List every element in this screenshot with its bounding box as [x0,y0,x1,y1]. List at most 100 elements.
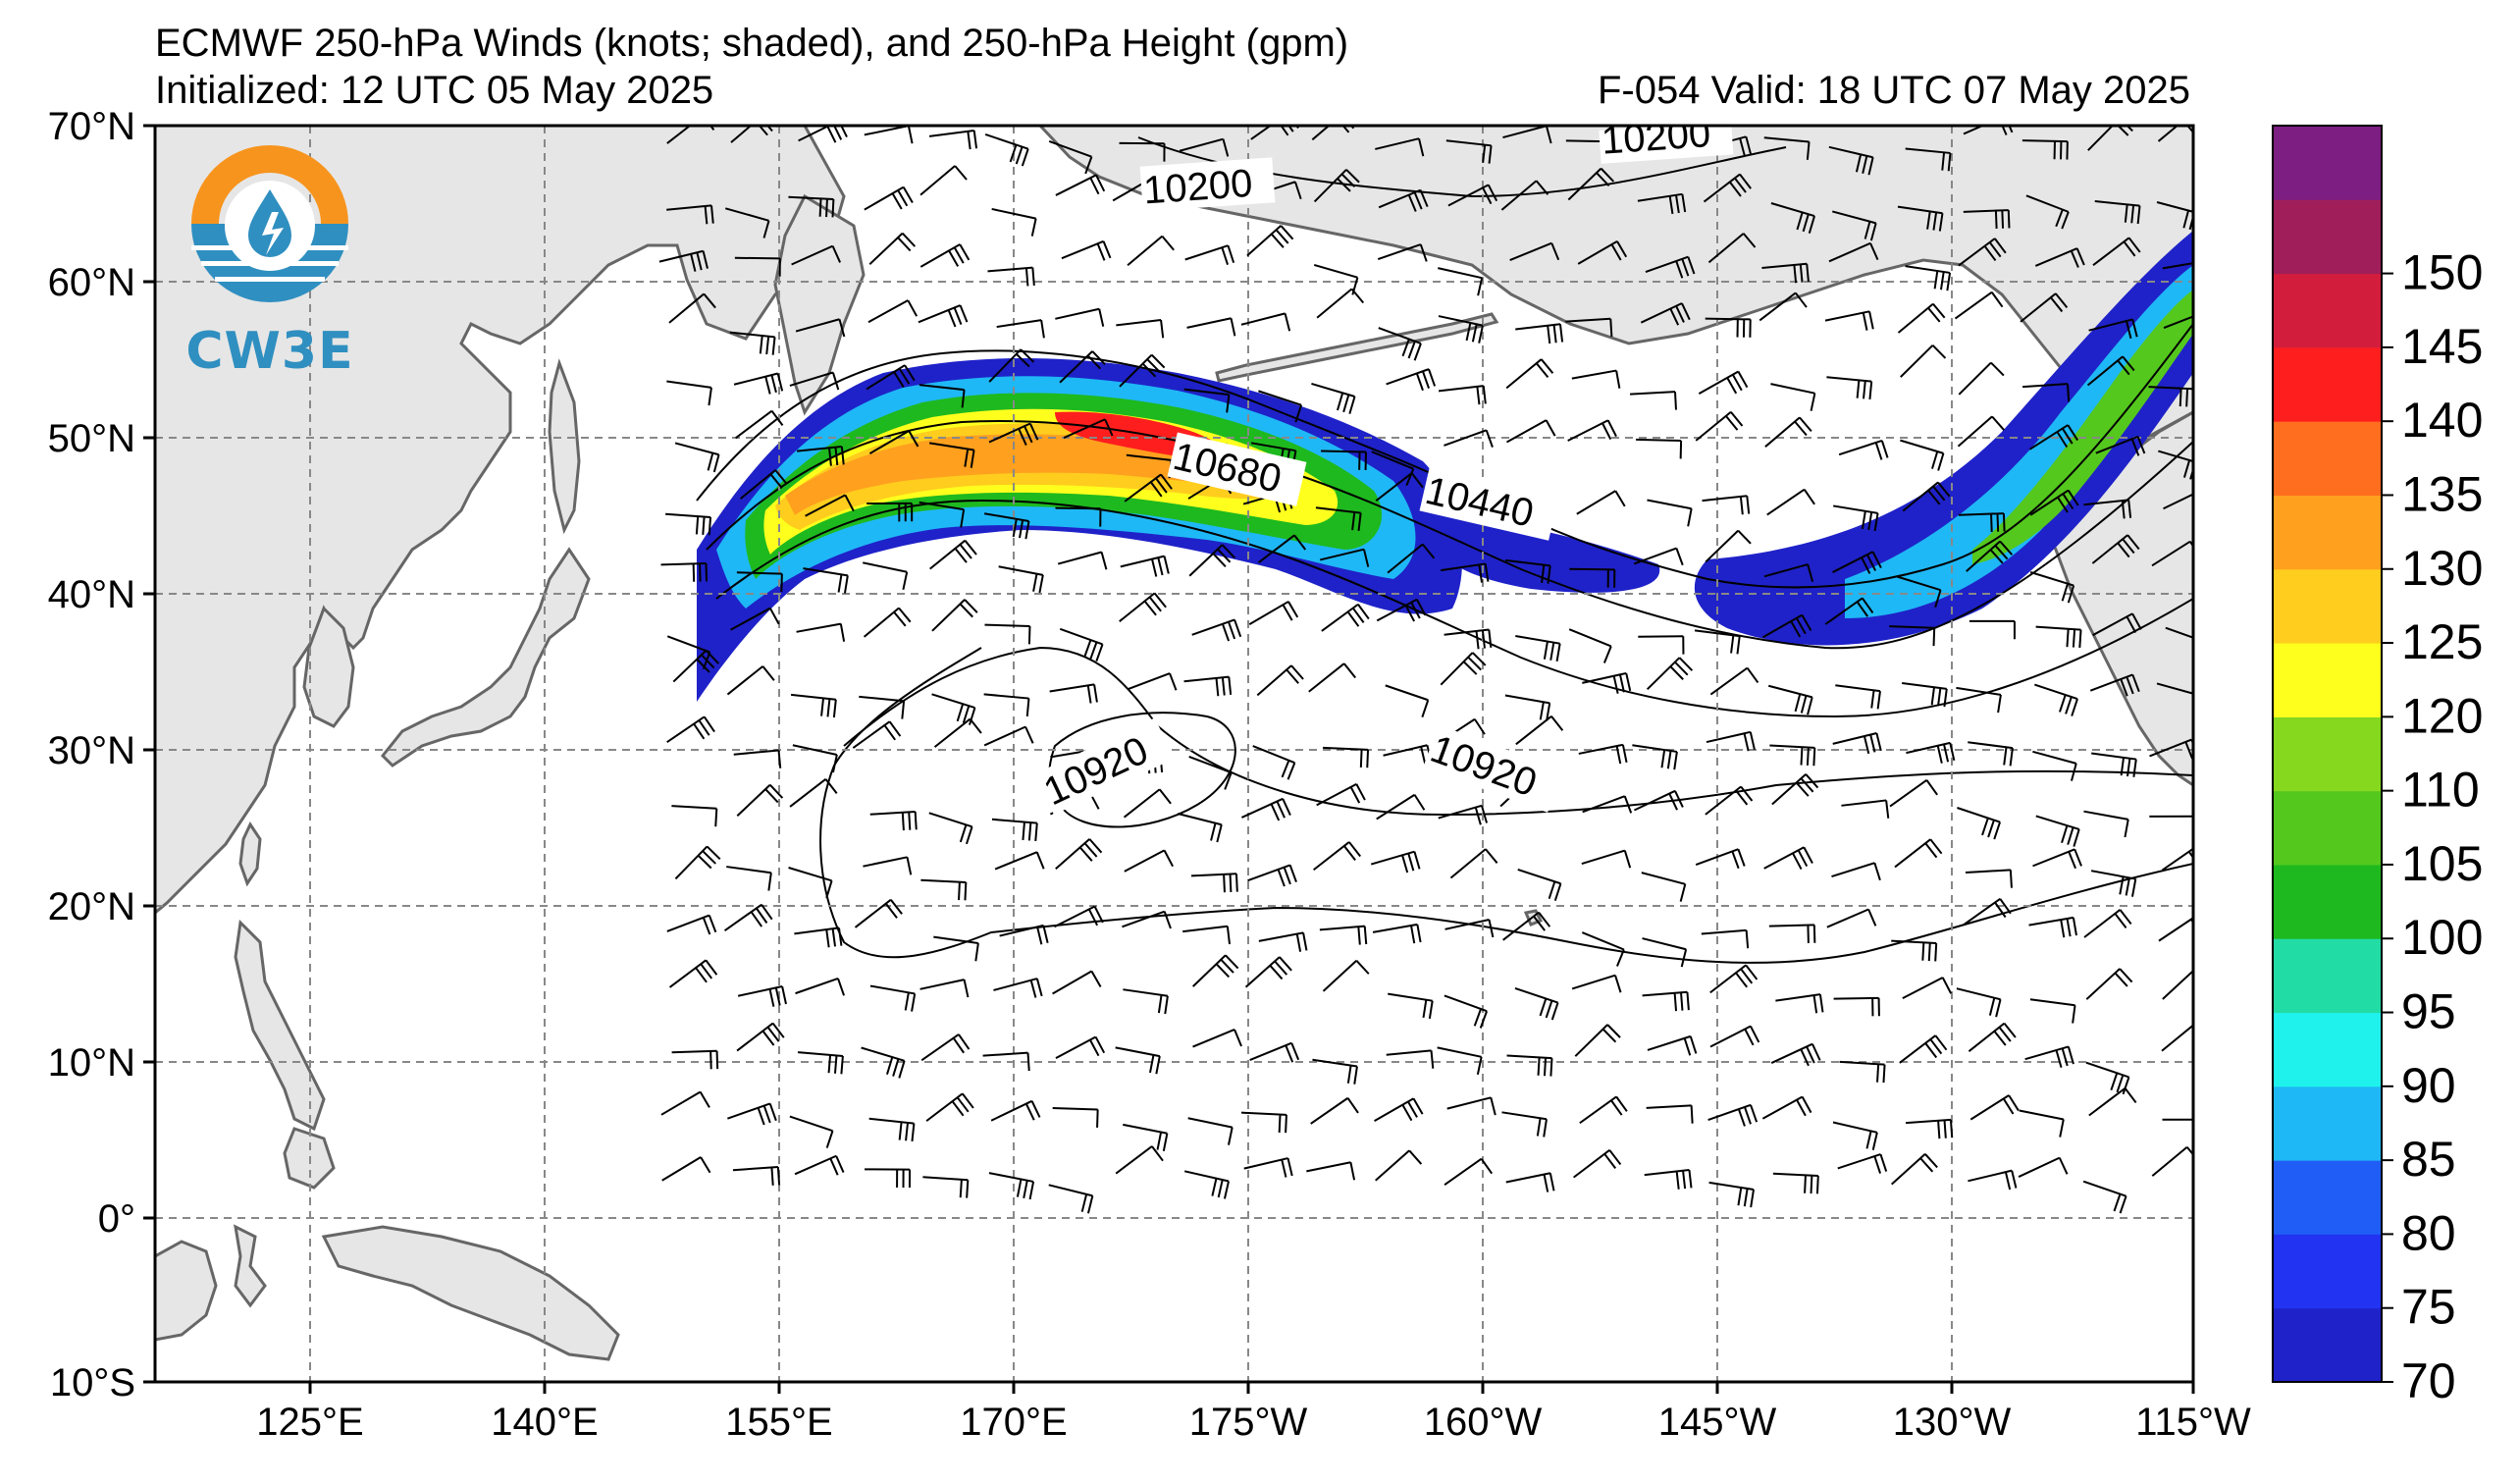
wind-barb-feather [820,698,825,716]
wind-barb [1957,415,1993,448]
wind-barb-feather [1536,1118,1542,1137]
wind-barb [1371,450,1414,470]
wind-barb [797,1051,843,1057]
wind-barb [987,266,1033,273]
wind-barb-feather [2195,696,2200,714]
wind-barb-feather [1533,915,1547,931]
wind-barb-feather [838,318,846,338]
wind-barb-feather [776,1166,781,1186]
wind-barb [791,244,833,266]
wind-barb-feather [2131,674,2140,693]
wind-barb-feather [1149,481,1163,498]
wind-barb-feather [970,450,975,468]
wind-barb [1636,438,1682,443]
wind-barb [729,331,775,339]
wind-barb-feather [1996,513,2000,532]
wind-barb-feather [1143,600,1157,616]
wind-barb-feather [2062,493,2074,510]
wind-barb [674,845,709,880]
wind-barb-feather [1413,794,1426,811]
wind-barb-feather [1873,1155,1882,1174]
lat-label: 40°N [48,573,135,616]
wind-barb [1257,534,1295,563]
wind-barb [1761,613,1803,639]
wind-barb-feather [1283,867,1291,885]
wind-barb-feather [831,245,842,263]
wind-barb-feather [706,845,721,861]
wind-barb [1055,174,1097,196]
colorbar-label: 95 [2401,984,2456,1039]
wind-barb-feather [2009,870,2013,888]
wind-barb-feather [1921,942,1925,961]
wind-barb-feather [1353,1066,1358,1085]
wind-barb-feather [707,452,714,471]
wind-barb-feather [964,449,970,467]
wind-barb-feather [2061,1047,2069,1067]
wind-barb-feather [834,447,839,466]
wind-barb-feather [1157,994,1163,1014]
wind-barb-feather [2001,210,2005,229]
wind-barb-feather [1681,302,1691,321]
wind-barb-feather [1342,662,1357,679]
wind-barb-feather [708,516,712,536]
wind-barb-feather [1160,473,1173,490]
wind-barb-feather [765,336,770,355]
wind-barb-feather [1550,715,1564,731]
wind-barb-feather [1679,883,1687,902]
wind-barb-feather [1089,641,1098,660]
wind-barb [1313,263,1358,279]
wind-barb-feather [897,189,909,207]
wind-barb-feather [1040,319,1045,339]
wind-barb-feather [1229,874,1233,892]
wind-barb [1902,977,1944,999]
wind-barb-feather [2072,917,2077,936]
wind-barb [1059,627,1103,646]
wind-barb-feather [1804,1175,1807,1193]
wind-barb-feather [1675,305,1685,323]
wind-barb-feather [1042,925,1049,943]
wind-barb [733,372,778,386]
wind-barb [1581,931,1625,951]
wind-barb-feather [1349,1162,1356,1181]
wind-barb-feather [898,1060,906,1079]
wind-barb-feather [1675,260,1684,279]
wind-barb [1310,1096,1349,1125]
wind-barb-feather [892,1058,900,1077]
wind-barb-feather [1746,496,1751,514]
wind-barb-feather [2067,826,2074,845]
wind-barb-feather [2055,1049,2063,1068]
wind-barb-feather [1731,374,1743,392]
wind-barb-feather [769,473,783,489]
wind-barb-feather [1224,771,1233,790]
wind-barb-feather [1345,169,1360,184]
wind-barb [1383,744,1428,757]
wind-barb-feather [1994,238,2007,254]
wind-barb [1954,291,1993,320]
wind-barb-feather [1931,344,1947,359]
wind-barb-feather [1863,380,1866,399]
wind-barb-feather [703,715,715,733]
wind-barb [1965,869,2011,874]
wind-barb [661,1156,702,1182]
wind-barb [1963,897,2001,927]
wind-barb [1837,1153,1881,1170]
wind-barb-feather [1482,144,1487,163]
wind-barb-feather [1861,510,1866,530]
wind-barb-feather [1475,630,1480,650]
wind-barb-feather [904,364,916,382]
wind-barb-feather [1998,1026,2012,1042]
lat-label: 70°N [48,105,135,148]
wind-barb [1308,662,1345,693]
wind-barb [866,364,906,391]
wind-barb-feather [1673,751,1678,770]
wind-barb-feather [902,571,909,590]
wind-barb-feather [2065,696,2073,715]
wind-barb-feather [1477,277,1484,296]
wind-barb [1841,799,1887,807]
wind-barb-feather [837,574,843,593]
wind-barb-feather [1290,664,1304,680]
wind-barb [933,935,979,945]
wind-barb-feather [2196,464,2201,482]
wind-barb-feather [2067,1046,2074,1065]
wind-barb [1894,838,1931,869]
